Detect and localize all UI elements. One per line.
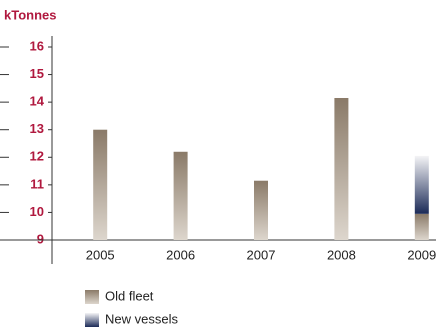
legend-swatch xyxy=(85,313,99,327)
y-tick-label: 9 xyxy=(37,231,44,246)
bar xyxy=(93,129,108,240)
bar xyxy=(334,97,349,240)
y-tick-label: 13 xyxy=(30,121,44,136)
x-tick-label: 2006 xyxy=(166,247,195,262)
y-tick-label: 14 xyxy=(30,94,45,109)
y-tick-label: 10 xyxy=(30,204,44,219)
bar xyxy=(414,155,429,214)
x-tick-label: 2005 xyxy=(86,247,115,262)
bar xyxy=(414,213,429,240)
y-tick-label: 15 xyxy=(30,66,44,81)
bar xyxy=(173,151,188,240)
legend-label: Old fleet xyxy=(105,288,154,303)
axis-title: kTonnes xyxy=(4,7,57,22)
x-tick-label: 2009 xyxy=(407,247,436,262)
y-tick-label: 11 xyxy=(30,176,44,191)
y-tick-label: 16 xyxy=(30,38,44,53)
x-tick-label: 2007 xyxy=(247,247,276,262)
bar xyxy=(254,180,268,240)
y-tick-label: 12 xyxy=(30,149,44,164)
legend-label: New vessels xyxy=(105,311,178,326)
x-tick-label: 2008 xyxy=(327,247,356,262)
legend-swatch xyxy=(85,290,99,304)
